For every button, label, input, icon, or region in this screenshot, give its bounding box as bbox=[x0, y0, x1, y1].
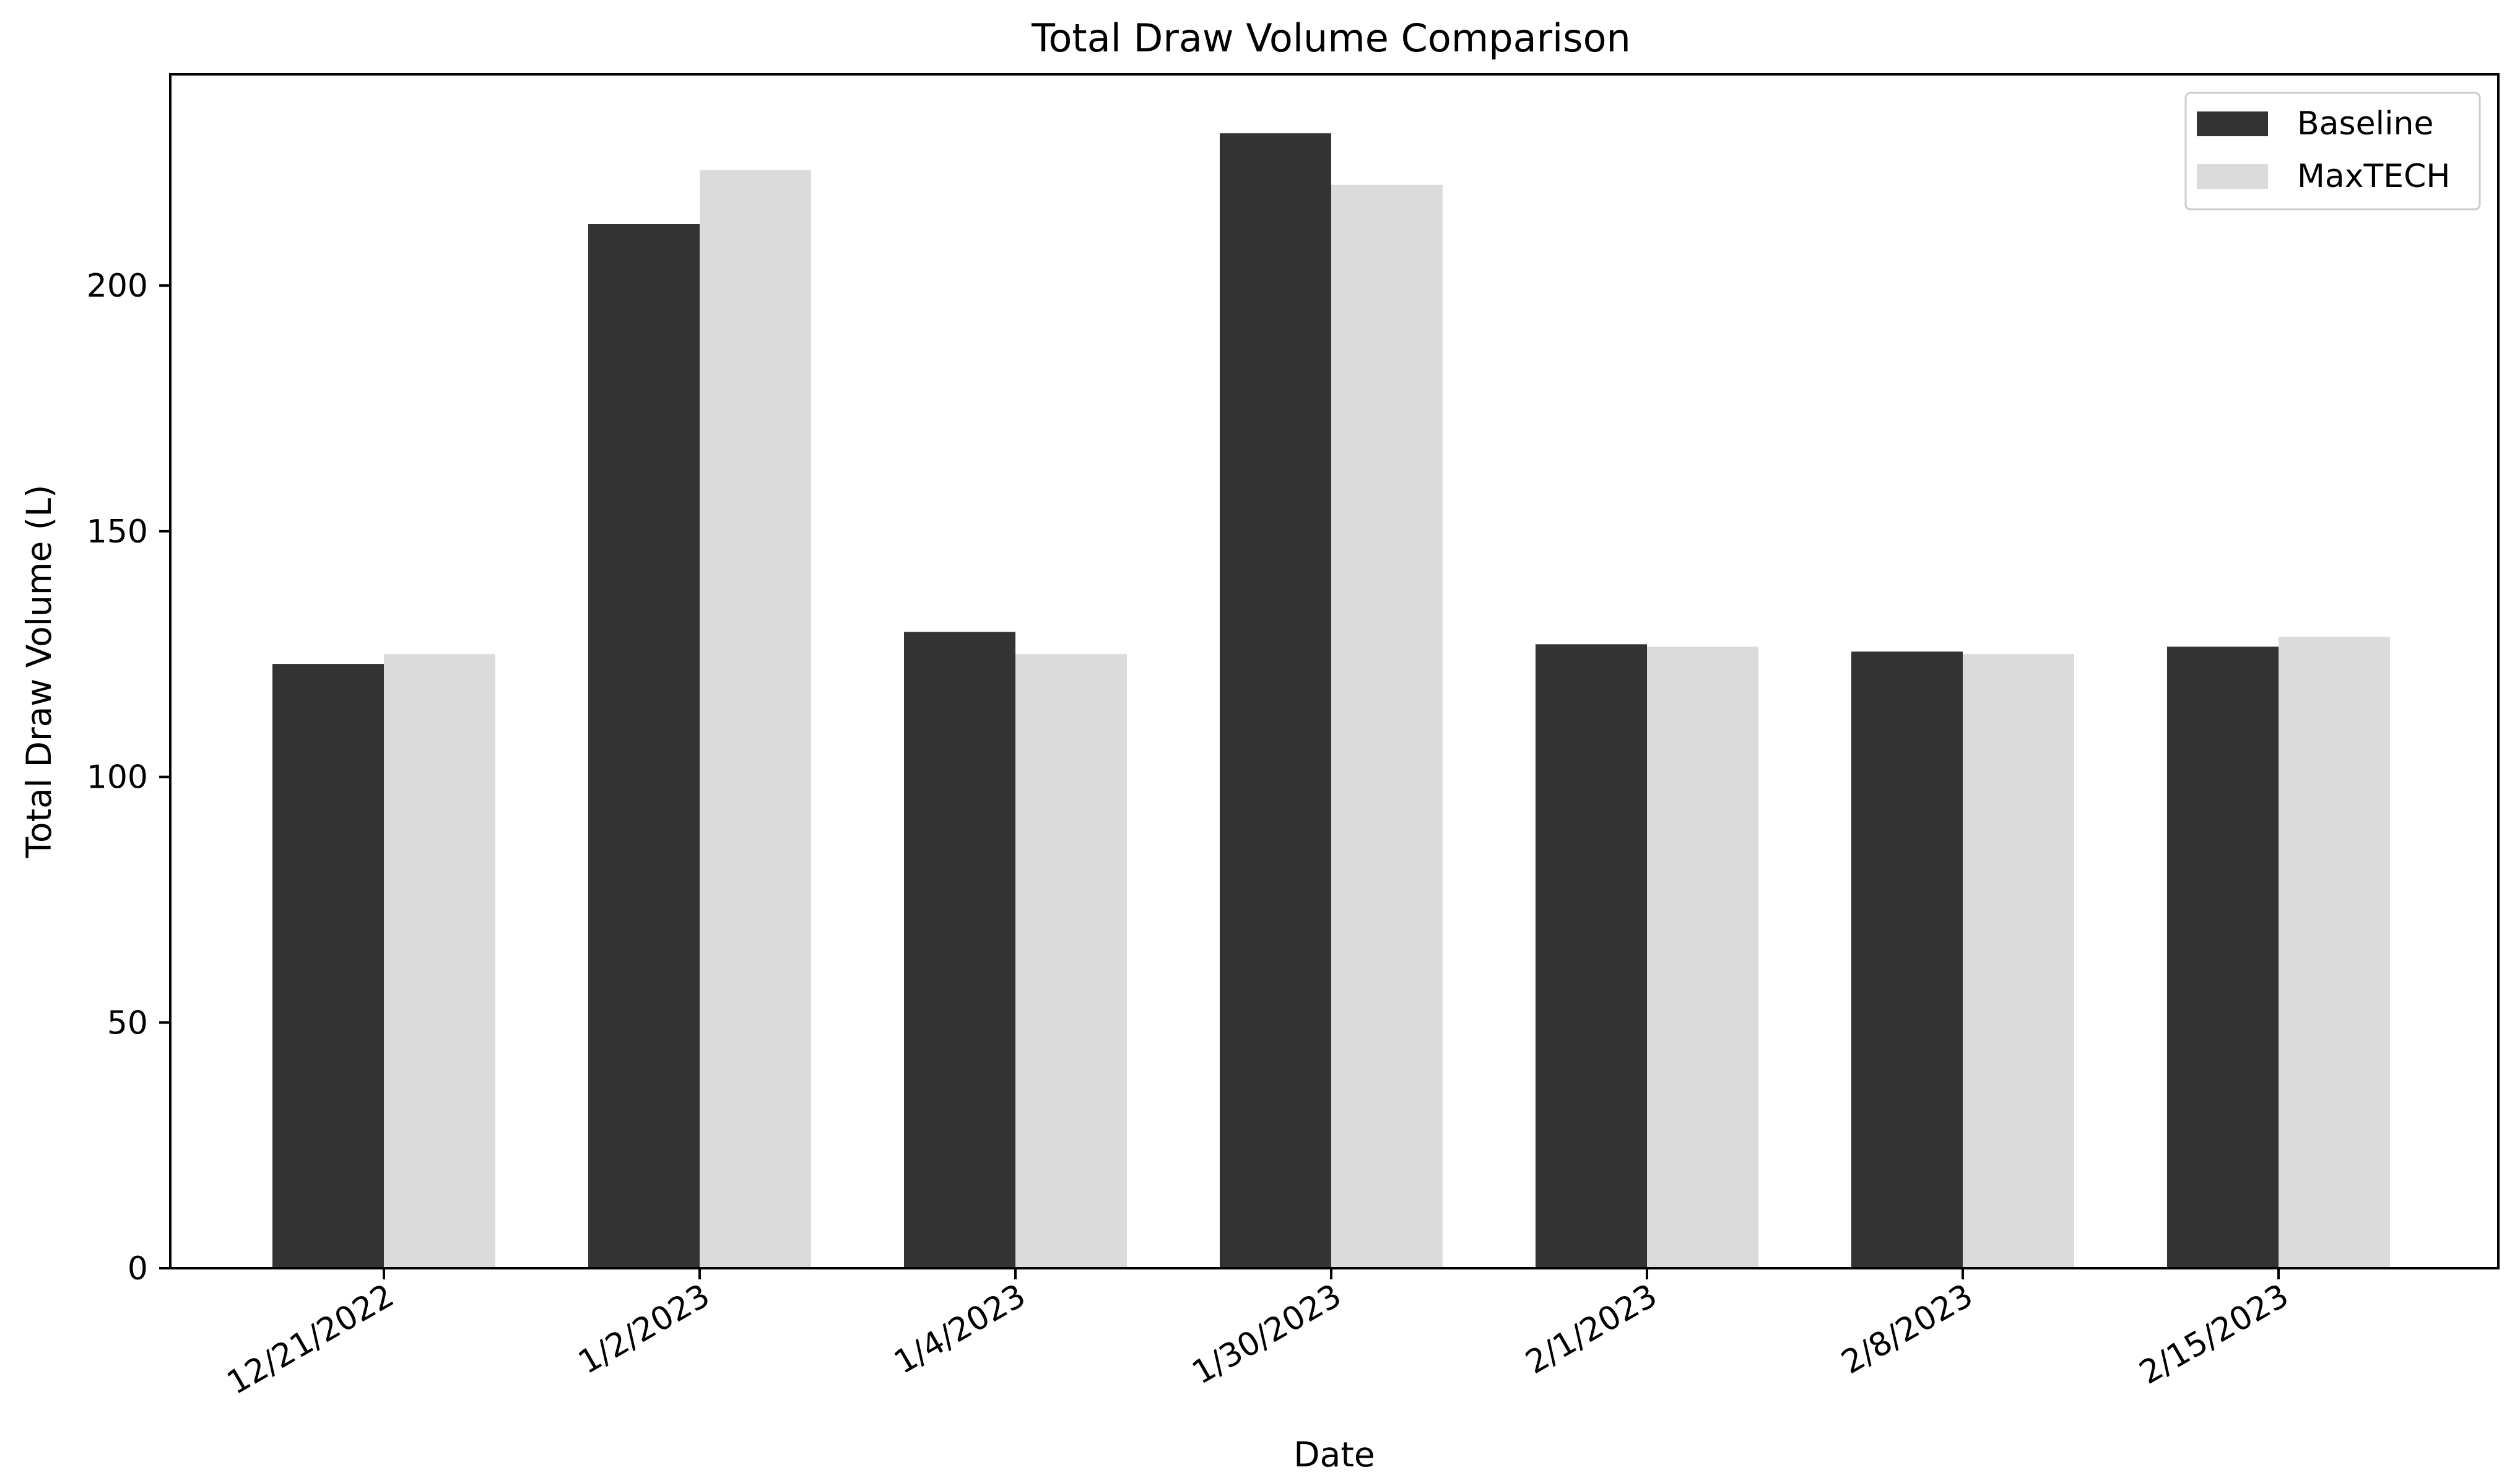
y-tick-label-3: 150 bbox=[87, 513, 148, 551]
bar-maxtech-3 bbox=[1331, 185, 1443, 1268]
legend-swatch-baseline bbox=[2197, 111, 2268, 136]
bar-baseline-5 bbox=[1851, 651, 1963, 1268]
legend: Baseline MaxTECH bbox=[2184, 92, 2481, 211]
x-axis: 12/21/2022 1/2/2023 1/4/2023 1/30/2023 2/1/2… bbox=[221, 1268, 2295, 1402]
x-tick-label-5: 2/8/2023 bbox=[1835, 1277, 1979, 1382]
bar-baseline-3 bbox=[1220, 133, 1331, 1269]
bar-baseline-2 bbox=[904, 632, 1015, 1268]
chart-title: Total Draw Volume Comparison bbox=[1031, 15, 1631, 61]
bar-baseline-6 bbox=[2167, 646, 2279, 1268]
bar-baseline-0 bbox=[272, 664, 384, 1268]
x-tick-label-2: 1/4/2023 bbox=[888, 1277, 1032, 1382]
legend-label-baseline: Baseline bbox=[2297, 105, 2433, 142]
bar-baseline-4 bbox=[1536, 644, 1647, 1268]
bar-maxtech-5 bbox=[1963, 654, 2074, 1268]
bar-maxtech-2 bbox=[1015, 654, 1127, 1268]
bars-layer bbox=[272, 133, 2390, 1269]
x-tick-label-0: 12/21/2022 bbox=[221, 1277, 401, 1402]
y-tick-label-1: 50 bbox=[107, 1004, 148, 1042]
legend-swatch-maxtech bbox=[2197, 164, 2268, 189]
x-tick-label-6: 2/15/2023 bbox=[2134, 1277, 2295, 1391]
x-tick-label-4: 2/1/2023 bbox=[1519, 1277, 1663, 1382]
x-axis-label: Date bbox=[1293, 1435, 1375, 1474]
bar-maxtech-4 bbox=[1647, 646, 1758, 1268]
bar-maxtech-0 bbox=[384, 654, 495, 1268]
y-tick-label-2: 100 bbox=[87, 759, 148, 796]
bar-maxtech-6 bbox=[2279, 637, 2390, 1268]
y-tick-label-4: 200 bbox=[87, 268, 148, 305]
x-tick-label-1: 1/2/2023 bbox=[572, 1277, 716, 1382]
y-axis: 0 50 100 150 200 bbox=[87, 268, 170, 1287]
x-tick-label-3: 1/30/2023 bbox=[1186, 1277, 1348, 1391]
y-axis-label: Total Draw Volume (L) bbox=[19, 485, 59, 859]
y-tick-label-0: 0 bbox=[128, 1250, 148, 1287]
legend-label-maxtech: MaxTECH bbox=[2297, 158, 2451, 195]
plot-frame bbox=[169, 73, 2500, 1269]
bar-baseline-1 bbox=[588, 224, 700, 1269]
bar-maxtech-1 bbox=[700, 170, 811, 1268]
